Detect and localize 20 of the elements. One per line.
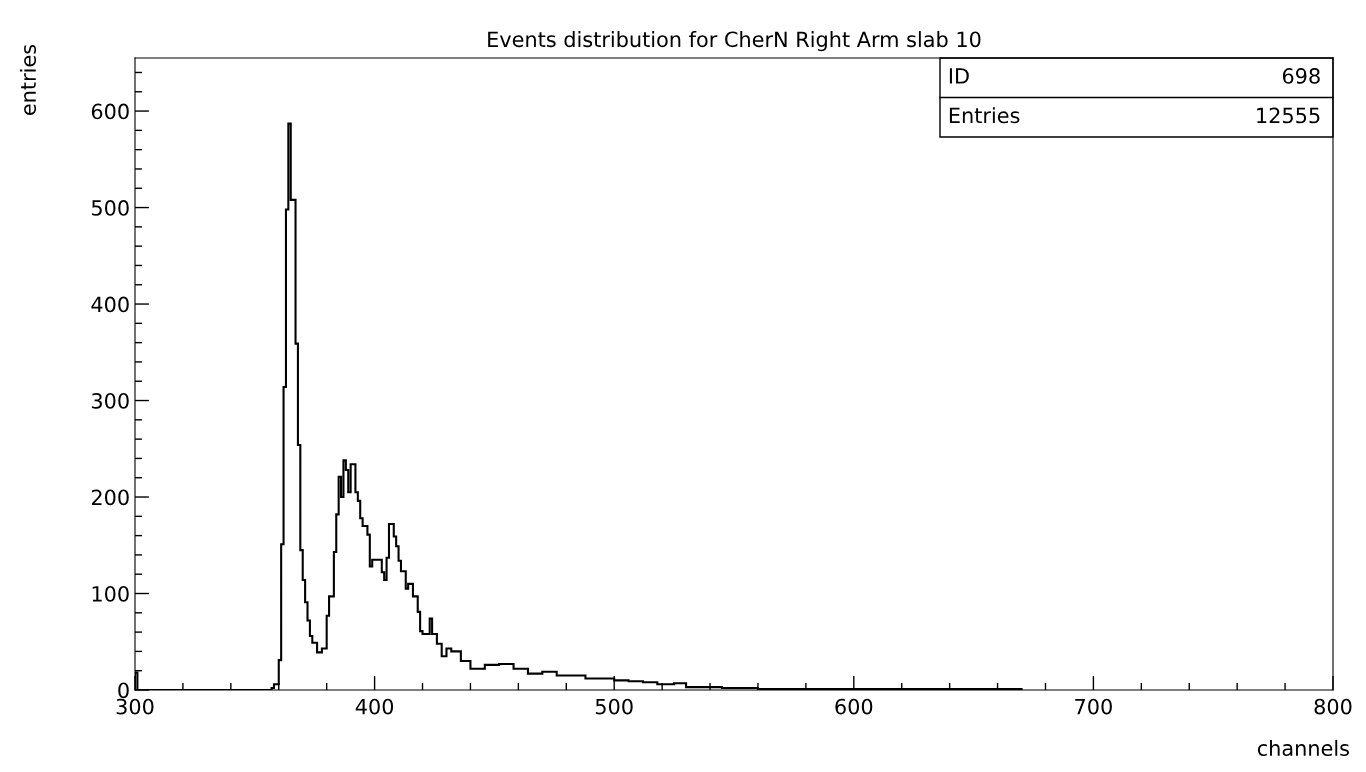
y-axis-title: entries: [19, 44, 37, 115]
y-tick-label: 200: [91, 489, 129, 506]
annotation: 12555: [1257, 107, 1320, 124]
x-tick-label: 700: [1075, 698, 1112, 715]
x-tick-label: 800: [1314, 698, 1352, 715]
chart-title: Events distribution for CherN Right Arm slab 10: [488, 31, 981, 52]
x-tick-label: 400: [355, 698, 394, 715]
y-tick-label: 0: [118, 682, 129, 699]
annotation: Entries: [949, 107, 1020, 124]
y-tick-label: 500: [91, 200, 129, 216]
x-tick-label: 600: [835, 698, 873, 715]
annotation: 698: [1282, 68, 1320, 84]
y-tick-label: 600: [91, 103, 129, 120]
x-tick-label: 500: [595, 698, 633, 715]
y-tick-label: 300: [91, 392, 129, 409]
annotation: ID: [949, 68, 969, 84]
y-tick-label: 400: [91, 296, 129, 313]
x-axis-title: channels: [1257, 739, 1349, 757]
y-tick-label: 100: [92, 585, 129, 602]
x-tick-label: 300: [116, 698, 154, 715]
